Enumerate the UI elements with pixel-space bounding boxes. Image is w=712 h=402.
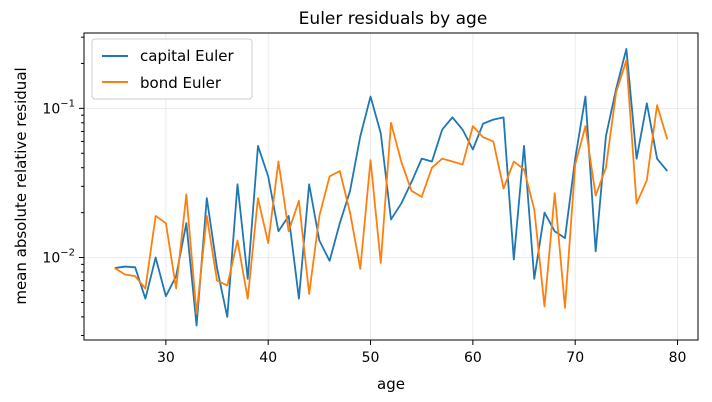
x-tick-label: 30 xyxy=(157,350,175,366)
legend-frame xyxy=(91,38,253,100)
series-line-capital-euler xyxy=(114,48,668,327)
x-tick-label: 80 xyxy=(669,350,687,366)
x-tick-label: 50 xyxy=(362,350,380,366)
grid xyxy=(84,33,698,340)
legend-label-bond-euler: bond Euler xyxy=(140,74,222,92)
x-tick-label: 70 xyxy=(566,350,584,366)
y-axis-label: mean absolute relative residual xyxy=(12,67,30,304)
y-tick-label: 10−2 xyxy=(42,248,75,267)
y-axis: 10−2 10−1 xyxy=(42,36,84,337)
y-tick-label: 10−1 xyxy=(42,98,75,117)
chart-title: Euler residuals by age xyxy=(299,9,488,29)
x-axis: 30 40 50 60 70 80 xyxy=(157,340,686,366)
legend: capital Euler bond Euler xyxy=(91,38,253,100)
x-axis-label: age xyxy=(377,375,405,393)
x-tick-label: 40 xyxy=(259,350,277,366)
legend-label-capital-euler: capital Euler xyxy=(140,47,235,65)
series-line-bond-euler xyxy=(114,59,669,315)
series-layer xyxy=(114,48,669,327)
x-tick-label: 60 xyxy=(464,350,482,366)
